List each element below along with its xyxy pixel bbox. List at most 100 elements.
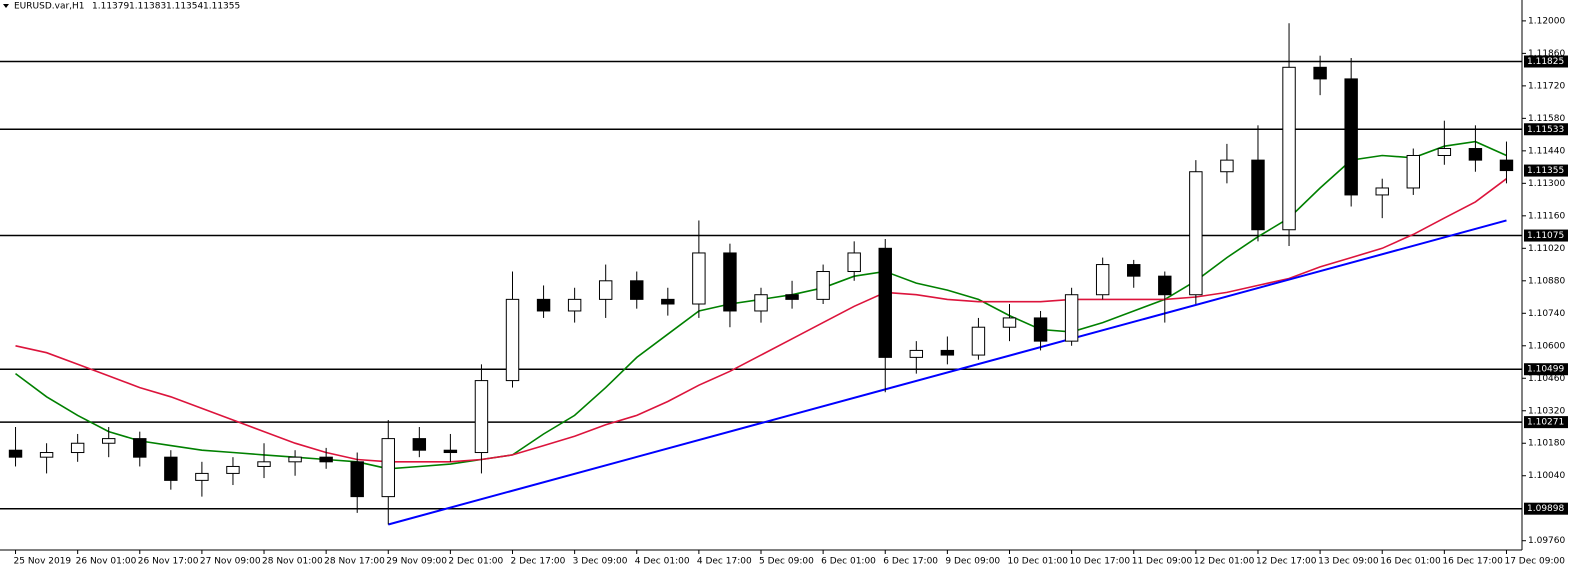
candle-body (1282, 66, 1296, 231)
candle-body (226, 465, 240, 474)
x-tick-label: 29 Nov 09:00 (386, 557, 447, 567)
level-label-box (1524, 363, 1568, 376)
x-tick-label: 16 Dec 17:00 (1442, 557, 1503, 567)
candle-body (1002, 317, 1017, 328)
candle-body (1437, 148, 1452, 156)
trend-line (388, 219, 1507, 526)
candle-body (70, 442, 85, 454)
y-tick-label: 1.11580 (1528, 114, 1565, 124)
candle-body (878, 247, 892, 358)
level-label-box (1524, 123, 1568, 136)
y-tick-label: 1.11720 (1528, 81, 1565, 91)
candle-body (350, 461, 364, 498)
y-tick-label: 1.10460 (1528, 374, 1565, 384)
header-low: 1.11354 (166, 2, 203, 12)
candle-body (133, 438, 147, 458)
y-tick-label: 1.09760 (1528, 536, 1565, 546)
x-tick-label: 27 Nov 09:00 (200, 557, 261, 567)
candle-body (443, 449, 458, 454)
level-label-box (1524, 55, 1568, 68)
y-tick-label: 1.10320 (1528, 406, 1565, 416)
menu-arrow (3, 4, 9, 8)
x-tick-label: 5 Dec 09:00 (759, 557, 814, 567)
x-tick-label: 12 Dec 01:00 (1194, 557, 1255, 567)
candle-body (847, 252, 861, 273)
x-tick-label: 26 Nov 01:00 (76, 557, 137, 567)
x-tick-label: 11 Dec 09:00 (1132, 557, 1193, 567)
candle-body (1499, 159, 1514, 172)
header-high: 1.11383 (129, 2, 166, 12)
x-tick-label: 28 Nov 01:00 (262, 557, 323, 567)
candle-body (692, 252, 706, 305)
candle-body (940, 349, 955, 356)
level-label: 1.11825 (1527, 57, 1564, 67)
candle-body (1313, 66, 1327, 80)
symbol: EURUSD.var,H1 (14, 2, 85, 12)
x-tick-label: 16 Dec 01:00 (1380, 557, 1441, 567)
candle-body (1033, 317, 1048, 342)
candle-body (1158, 275, 1172, 296)
x-tick-label: 25 Nov 2019 (14, 557, 72, 567)
x-tick-label: 10 Dec 01:00 (1007, 557, 1068, 567)
level-label-box (1524, 502, 1568, 515)
x-tick-label: 6 Dec 01:00 (821, 557, 876, 567)
header-close: 1.11355 (203, 2, 240, 12)
candle-body (598, 280, 613, 300)
candle-body (630, 280, 644, 300)
candle-body (661, 298, 675, 305)
candle-body (39, 452, 54, 458)
y-tick-label: 1.10740 (1528, 309, 1565, 319)
candle-body (1127, 264, 1141, 277)
x-tick-label: 12 Dec 17:00 (1256, 557, 1317, 567)
x-tick-label: 17 Dec 09:00 (1504, 557, 1565, 567)
candle-body (319, 456, 333, 463)
candle-body (381, 438, 395, 498)
candle-body (1064, 294, 1079, 342)
candle-body (257, 461, 271, 467)
x-tick-label: 9 Dec 09:00 (945, 557, 1000, 567)
x-tick-label: 2 Dec 01:00 (448, 557, 503, 567)
x-tick-label: 6 Dec 17:00 (883, 557, 938, 567)
x-tick-label: 4 Dec 17:00 (697, 557, 752, 567)
candle-body (8, 449, 23, 458)
candle-body (505, 298, 520, 382)
y-tick-label: 1.12000 (1528, 16, 1565, 26)
y-tick-label: 1.10040 (1528, 471, 1565, 481)
candle-body (164, 456, 178, 481)
candle-body (1095, 264, 1110, 296)
y-tick-label: 1.11020 (1528, 244, 1565, 254)
y-tick-label: 1.11440 (1528, 146, 1565, 156)
candle-body (567, 298, 582, 312)
x-tick-label: 4 Dec 01:00 (635, 557, 690, 567)
moving-average (15, 178, 1507, 463)
candle-body (971, 326, 986, 356)
level-label: 1.10271 (1527, 418, 1564, 428)
candle-body (785, 294, 799, 300)
candle-body (474, 380, 489, 454)
level-label: 1.11533 (1527, 125, 1564, 135)
candle-body (1189, 171, 1203, 296)
last-price-label: 1.11355 (1527, 166, 1564, 176)
candle-body (1406, 154, 1420, 189)
level-label: 1.09898 (1527, 504, 1564, 514)
candle-body (412, 438, 427, 451)
candle-body (102, 438, 116, 444)
level-label-box (1524, 416, 1568, 429)
level-label: 1.11075 (1527, 231, 1564, 241)
candle-body (1375, 187, 1389, 196)
level-label-box (1524, 229, 1568, 242)
candle-body (1468, 148, 1483, 161)
candle-body (536, 298, 551, 312)
x-tick-label: 10 Dec 17:00 (1070, 557, 1131, 567)
candle-body (723, 252, 737, 312)
y-tick-label: 1.10600 (1528, 341, 1565, 351)
x-tick-label: 2 Dec 17:00 (511, 557, 566, 567)
y-tick-label: 1.10880 (1528, 276, 1565, 286)
last-price-box (1524, 164, 1568, 177)
x-tick-label: 3 Dec 09:00 (573, 557, 628, 567)
y-tick-label: 1.11860 (1528, 49, 1565, 59)
candle-body (754, 294, 768, 312)
x-tick-label: 13 Dec 09:00 (1318, 557, 1379, 567)
